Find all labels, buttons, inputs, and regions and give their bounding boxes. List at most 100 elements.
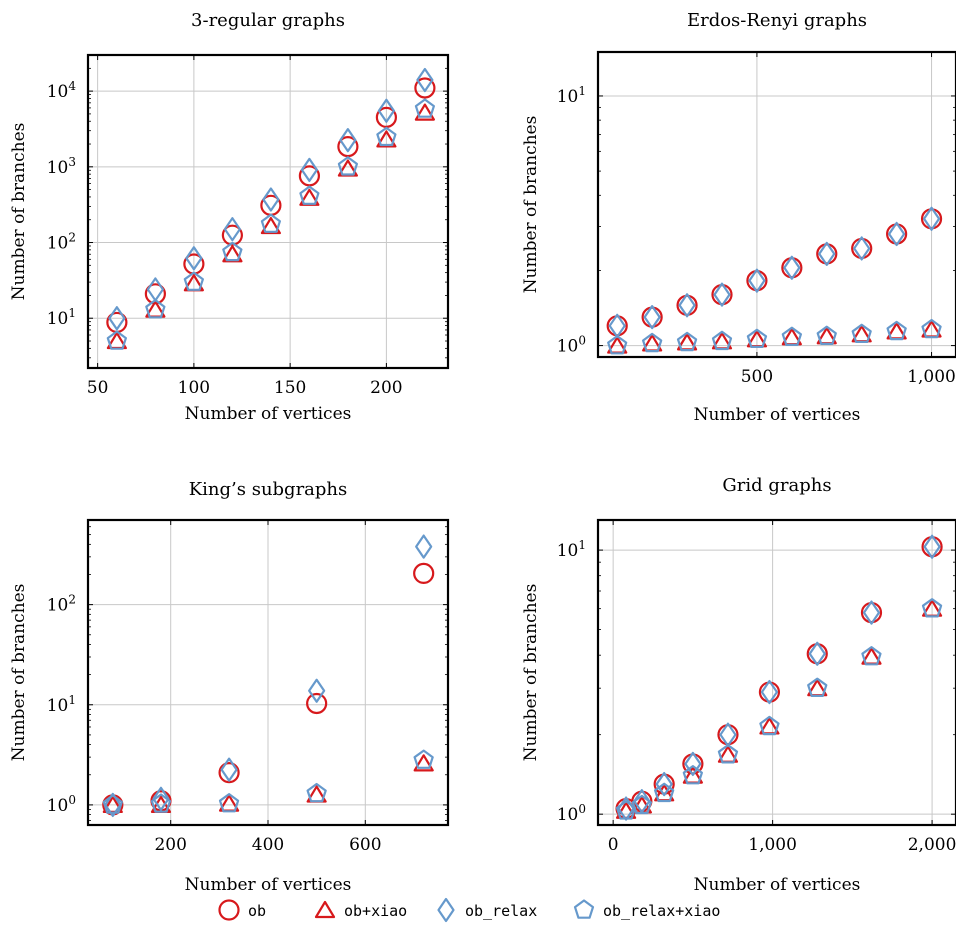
chart-title: Grid graphs: [722, 475, 831, 496]
data-point-ob: [306, 692, 328, 715]
data-point-ob-relax-xiao: [861, 645, 882, 666]
data-point-ob-relax: [783, 255, 801, 280]
data-point-ob-xiao: [260, 216, 281, 235]
y-tick-label: 103: [47, 155, 76, 178]
data-point-ob-relax-xiao: [106, 330, 128, 350]
data-point-ob-xiao: [376, 130, 397, 148]
data-point-ob-relax-xiao: [260, 213, 281, 233]
data-point-ob-relax-xiao: [851, 323, 872, 343]
data-point-ob-relax: [684, 751, 702, 777]
y-tick-label: 100: [557, 802, 586, 825]
data-point-ob-relax: [808, 641, 826, 666]
chart-panel-1: 50 100 150 200 101 102 103 104 3-regular graphs N…: [9, 10, 450, 424]
x-tick-label: 1,000: [907, 367, 956, 387]
data-point-ob-relax: [146, 277, 164, 302]
data-point-ob-relax: [853, 236, 871, 261]
chart-title: King’s subgraphs: [189, 479, 348, 500]
data-markers: [615, 534, 943, 821]
data-point-ob-relax: [415, 534, 433, 559]
x-tick-label: 200: [154, 835, 186, 855]
data-point-ob-relax: [220, 757, 238, 782]
chart-title: Erdos-Renyi graphs: [687, 10, 867, 31]
data-point-ob-relax-xiao: [807, 677, 828, 698]
plot-frame: [86, 518, 450, 827]
grid: [598, 52, 956, 357]
legend-marker-pentagon: [573, 899, 595, 919]
chart-title: 3-regular graphs: [191, 10, 345, 31]
data-point-ob-xiao: [414, 103, 435, 121]
y-tick-label: 102: [47, 231, 76, 254]
x-tick-label: 600: [349, 835, 381, 855]
legend-item-ob-relax: ob_relax: [437, 897, 537, 923]
grid: [88, 520, 448, 825]
grid: [598, 520, 956, 825]
y-tick-label: 101: [47, 693, 76, 716]
y-axis-label: Number of branches: [521, 584, 541, 762]
legend-marker-circle: [218, 899, 240, 921]
chart-panel-4: 0 1,000 2,000 100 101 Grid graphs Number of ve…: [521, 475, 956, 895]
x-tick-label: 500: [741, 367, 773, 387]
data-point-ob-relax-xiao: [921, 318, 942, 339]
tick-marks: [598, 52, 956, 357]
y-axis-label: Number of branches: [521, 116, 541, 294]
data-point-ob-relax-xiao: [653, 782, 675, 803]
data-point-ob-relax: [223, 217, 241, 242]
data-point-ob-relax-xiao: [711, 330, 733, 351]
y-tick-label: 104: [47, 79, 77, 102]
tick-marks: [598, 520, 956, 825]
data-point-ob-relax: [108, 306, 126, 331]
y-tick-label: 100: [557, 334, 586, 357]
data-point-ob-relax-xiao: [641, 332, 663, 353]
data-markers: [606, 206, 943, 355]
data-point-ob-relax: [416, 67, 434, 93]
data-point-ob-relax: [262, 187, 280, 212]
data-point-ob: [218, 762, 240, 784]
legend-label: ob_relax: [465, 902, 537, 920]
data-point-ob-relax-xiao: [607, 335, 628, 355]
data-point-ob-relax: [655, 771, 673, 797]
data-point-ob-relax-xiao: [376, 126, 397, 147]
data-point-ob-relax: [760, 679, 779, 705]
y-tick-label: 100: [47, 793, 76, 816]
x-tick-label: 100: [178, 378, 210, 398]
chart-panel-3: 200 400 600 100 101 102 King’s subgraphs Number…: [9, 479, 450, 895]
x-axis-label: Number of vertices: [694, 875, 861, 895]
data-point-ob-relax: [308, 678, 326, 703]
data-point-ob-xiao: [222, 245, 243, 263]
data-point-ob-relax: [922, 206, 941, 231]
data-point-ob-relax: [888, 221, 906, 247]
legend-label: ob: [248, 902, 266, 920]
y-tick-label: 102: [47, 593, 76, 616]
x-tick-label: 1,000: [748, 835, 797, 855]
data-point-ob: [413, 562, 435, 585]
x-tick-label: 150: [274, 378, 306, 398]
data-point-ob-relax-xiao: [222, 241, 243, 262]
data-point-ob-relax-xiao: [337, 156, 358, 176]
data-markers: [106, 67, 436, 350]
legend-label: ob+xiao: [344, 902, 407, 920]
data-point-ob: [298, 165, 320, 187]
data-point-ob-relax-xiao: [759, 715, 780, 736]
legend-item-ob-relax-xiao: ob_relax+xiao: [573, 899, 720, 920]
chart-panel-2: 500 1,000 100 101 Erdos-Renyi graphs Number o…: [521, 10, 956, 425]
data-point-ob-relax-xiao: [183, 271, 204, 291]
data-point-ob-relax-xiao: [676, 331, 698, 352]
legend-item-ob-xiao: ob+xiao: [314, 900, 407, 920]
data-point-ob-relax-xiao: [306, 782, 327, 803]
data-point-ob-relax: [818, 241, 836, 266]
grid: [88, 55, 448, 368]
data-point-ob-relax-xiao: [150, 793, 172, 813]
data-point-ob: [414, 77, 436, 99]
data-point-ob-relax: [643, 305, 661, 330]
legend-marker-triangle: [314, 900, 336, 919]
x-axis-label: Number of vertices: [185, 404, 352, 424]
data-point-ob-relax-xiao: [781, 326, 803, 346]
data-point-ob-relax: [185, 246, 203, 271]
plot-frame: [596, 518, 956, 827]
y-axis-label: Number of branches: [9, 584, 29, 762]
data-point-ob-relax: [748, 268, 766, 293]
y-tick-label: 101: [557, 84, 586, 107]
x-tick-label: 0: [608, 835, 619, 855]
